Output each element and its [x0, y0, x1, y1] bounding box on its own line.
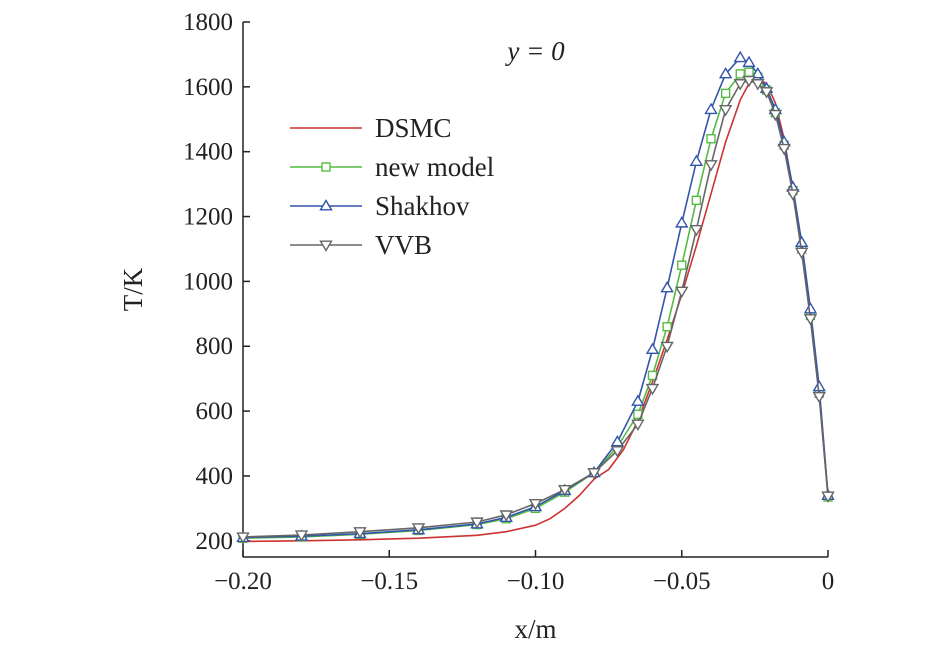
data-point — [803, 302, 818, 314]
data-point — [499, 510, 513, 522]
data-point — [470, 517, 484, 529]
series-shakhov — [236, 50, 835, 543]
data-point — [677, 260, 687, 270]
data-point — [742, 75, 756, 88]
data-point — [704, 160, 718, 172]
x-tick-label: −0.10 — [507, 568, 565, 595]
legend-entry: VVB — [290, 230, 432, 260]
y-tick-label: 1800 — [183, 9, 233, 36]
data-point — [718, 104, 733, 117]
legend-label: DSMC — [375, 113, 452, 143]
data-point — [733, 50, 747, 63]
legend-label: VVB — [375, 230, 432, 260]
data-point — [353, 527, 367, 539]
y-tick-label: 1400 — [183, 139, 233, 166]
plot-axes: −0.20 −0.15 −0.10 −0.05 0 200 400 600 800 1000 120… — [183, 9, 834, 595]
data-point — [718, 66, 733, 79]
data-point — [558, 485, 572, 497]
data-point — [294, 530, 309, 542]
data-point — [645, 342, 660, 355]
data-point — [786, 189, 800, 201]
series-dsmc — [242, 77, 829, 543]
series-vvb — [236, 75, 835, 544]
y-tick-label: 1000 — [183, 268, 233, 295]
data-point — [733, 79, 747, 91]
series-line — [242, 79, 829, 538]
data-point — [768, 109, 783, 122]
data-point — [631, 419, 645, 431]
data-point — [689, 224, 704, 237]
data-point — [411, 523, 426, 535]
data-point — [528, 498, 543, 511]
data-point — [660, 280, 674, 293]
legend-label: new model — [375, 152, 494, 182]
data-point — [706, 134, 716, 144]
legend-entry: new model — [290, 152, 494, 182]
data-point — [689, 154, 704, 166]
legend: DSMC new model Shakhov VVB — [290, 113, 494, 260]
y-tick-label: 600 — [196, 398, 234, 425]
data-point — [675, 216, 689, 228]
data-point — [587, 468, 601, 480]
x-axis-label: x/m — [514, 614, 556, 644]
y-tick-label: 400 — [196, 463, 234, 490]
data-point — [660, 341, 674, 354]
data-point — [742, 55, 756, 68]
series-line — [242, 77, 829, 543]
data-point — [631, 394, 645, 406]
data-point — [610, 435, 625, 447]
series-layer — [236, 50, 835, 544]
legend-label: Shakhov — [375, 191, 470, 221]
data-point — [794, 247, 809, 260]
legend-entry: Shakhov — [290, 191, 470, 221]
y-axis-label: T/K — [118, 267, 148, 311]
legend-marker — [319, 199, 333, 211]
y-tick-label: 200 — [196, 528, 234, 555]
legend-entry: DSMC — [290, 113, 452, 143]
data-point — [777, 143, 791, 156]
y-tick-label: 1600 — [183, 74, 233, 101]
data-point — [610, 446, 625, 458]
x-tick-label: 0 — [822, 568, 835, 595]
series-line — [242, 56, 829, 539]
chart-annotation: y = 0 — [504, 36, 565, 66]
data-point — [236, 532, 250, 544]
data-point — [812, 379, 826, 392]
x-tick-label: −0.15 — [360, 568, 418, 595]
data-point — [645, 383, 660, 396]
data-point — [662, 322, 672, 332]
legend-marker — [321, 162, 331, 172]
data-point — [751, 66, 765, 79]
legend-marker — [319, 240, 333, 252]
x-tick-label: −0.05 — [653, 568, 711, 595]
data-point — [735, 69, 745, 79]
data-point — [675, 286, 689, 299]
series-line — [242, 71, 829, 539]
data-point — [720, 88, 731, 99]
data-point — [759, 87, 774, 99]
y-tick-label: 1200 — [183, 204, 233, 231]
data-point — [751, 79, 765, 91]
data-point — [812, 391, 826, 404]
series-new-model — [238, 67, 833, 543]
data-point — [704, 102, 718, 115]
data-point — [744, 67, 754, 77]
x-tick-label: −0.20 — [214, 568, 272, 595]
data-point — [821, 491, 835, 503]
data-point — [794, 235, 809, 248]
data-point — [691, 195, 702, 206]
y-tick-label: 800 — [196, 333, 234, 360]
data-point — [803, 314, 818, 326]
